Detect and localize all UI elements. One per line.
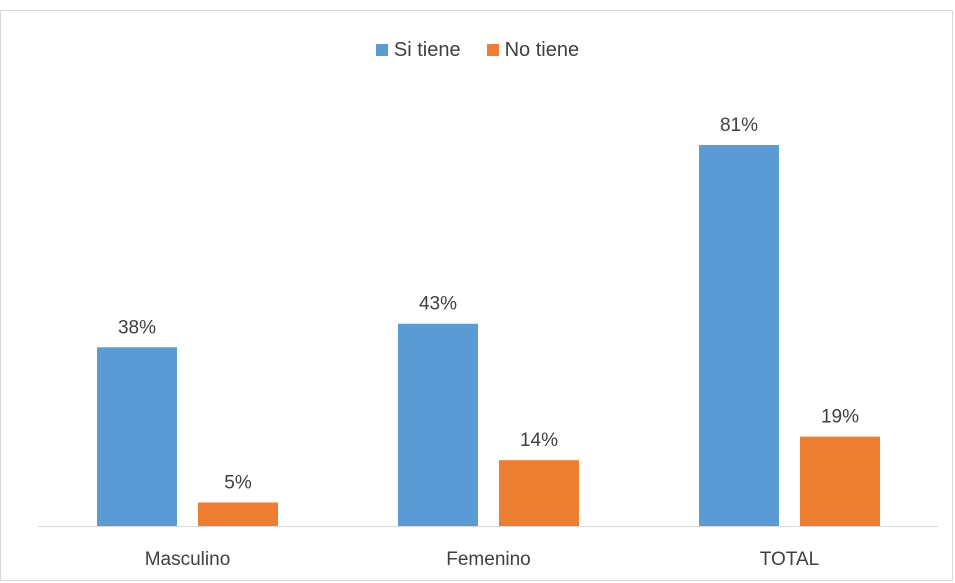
bar-no-tiene-femenino — [499, 460, 579, 526]
bar-no-tiene-masculino — [198, 502, 278, 526]
bar-si-tiene-total — [699, 145, 779, 526]
legend-swatch-no-tiene — [486, 44, 499, 56]
bar-si-tiene-femenino — [398, 323, 478, 526]
bar-si-tiene-masculino — [97, 347, 177, 526]
legend: Si tiene No tiene — [0, 38, 955, 62]
legend-label-si-tiene: Si tiene — [393, 38, 461, 61]
legend-label-no-tiene: No tiene — [504, 38, 580, 61]
legend-item-no-tiene: No tiene — [486, 38, 580, 62]
bar-no-tiene-total — [800, 436, 880, 526]
category-label-masculino: Masculino — [145, 549, 231, 570]
data-label-no-tiene-total: 19% — [821, 407, 859, 428]
data-label-si-tiene-femenino: 43% — [419, 294, 457, 315]
data-label-no-tiene-masculino: 5% — [224, 472, 252, 493]
data-label-si-tiene-total: 81% — [720, 115, 758, 136]
category-label-total: TOTAL — [760, 549, 819, 570]
legend-swatch-si-tiene — [375, 44, 388, 56]
category-label-femenino: Femenino — [446, 549, 531, 570]
data-label-no-tiene-femenino: 14% — [520, 430, 558, 451]
legend-item-si-tiene: Si tiene — [375, 38, 461, 62]
data-label-si-tiene-masculino: 38% — [118, 317, 156, 338]
